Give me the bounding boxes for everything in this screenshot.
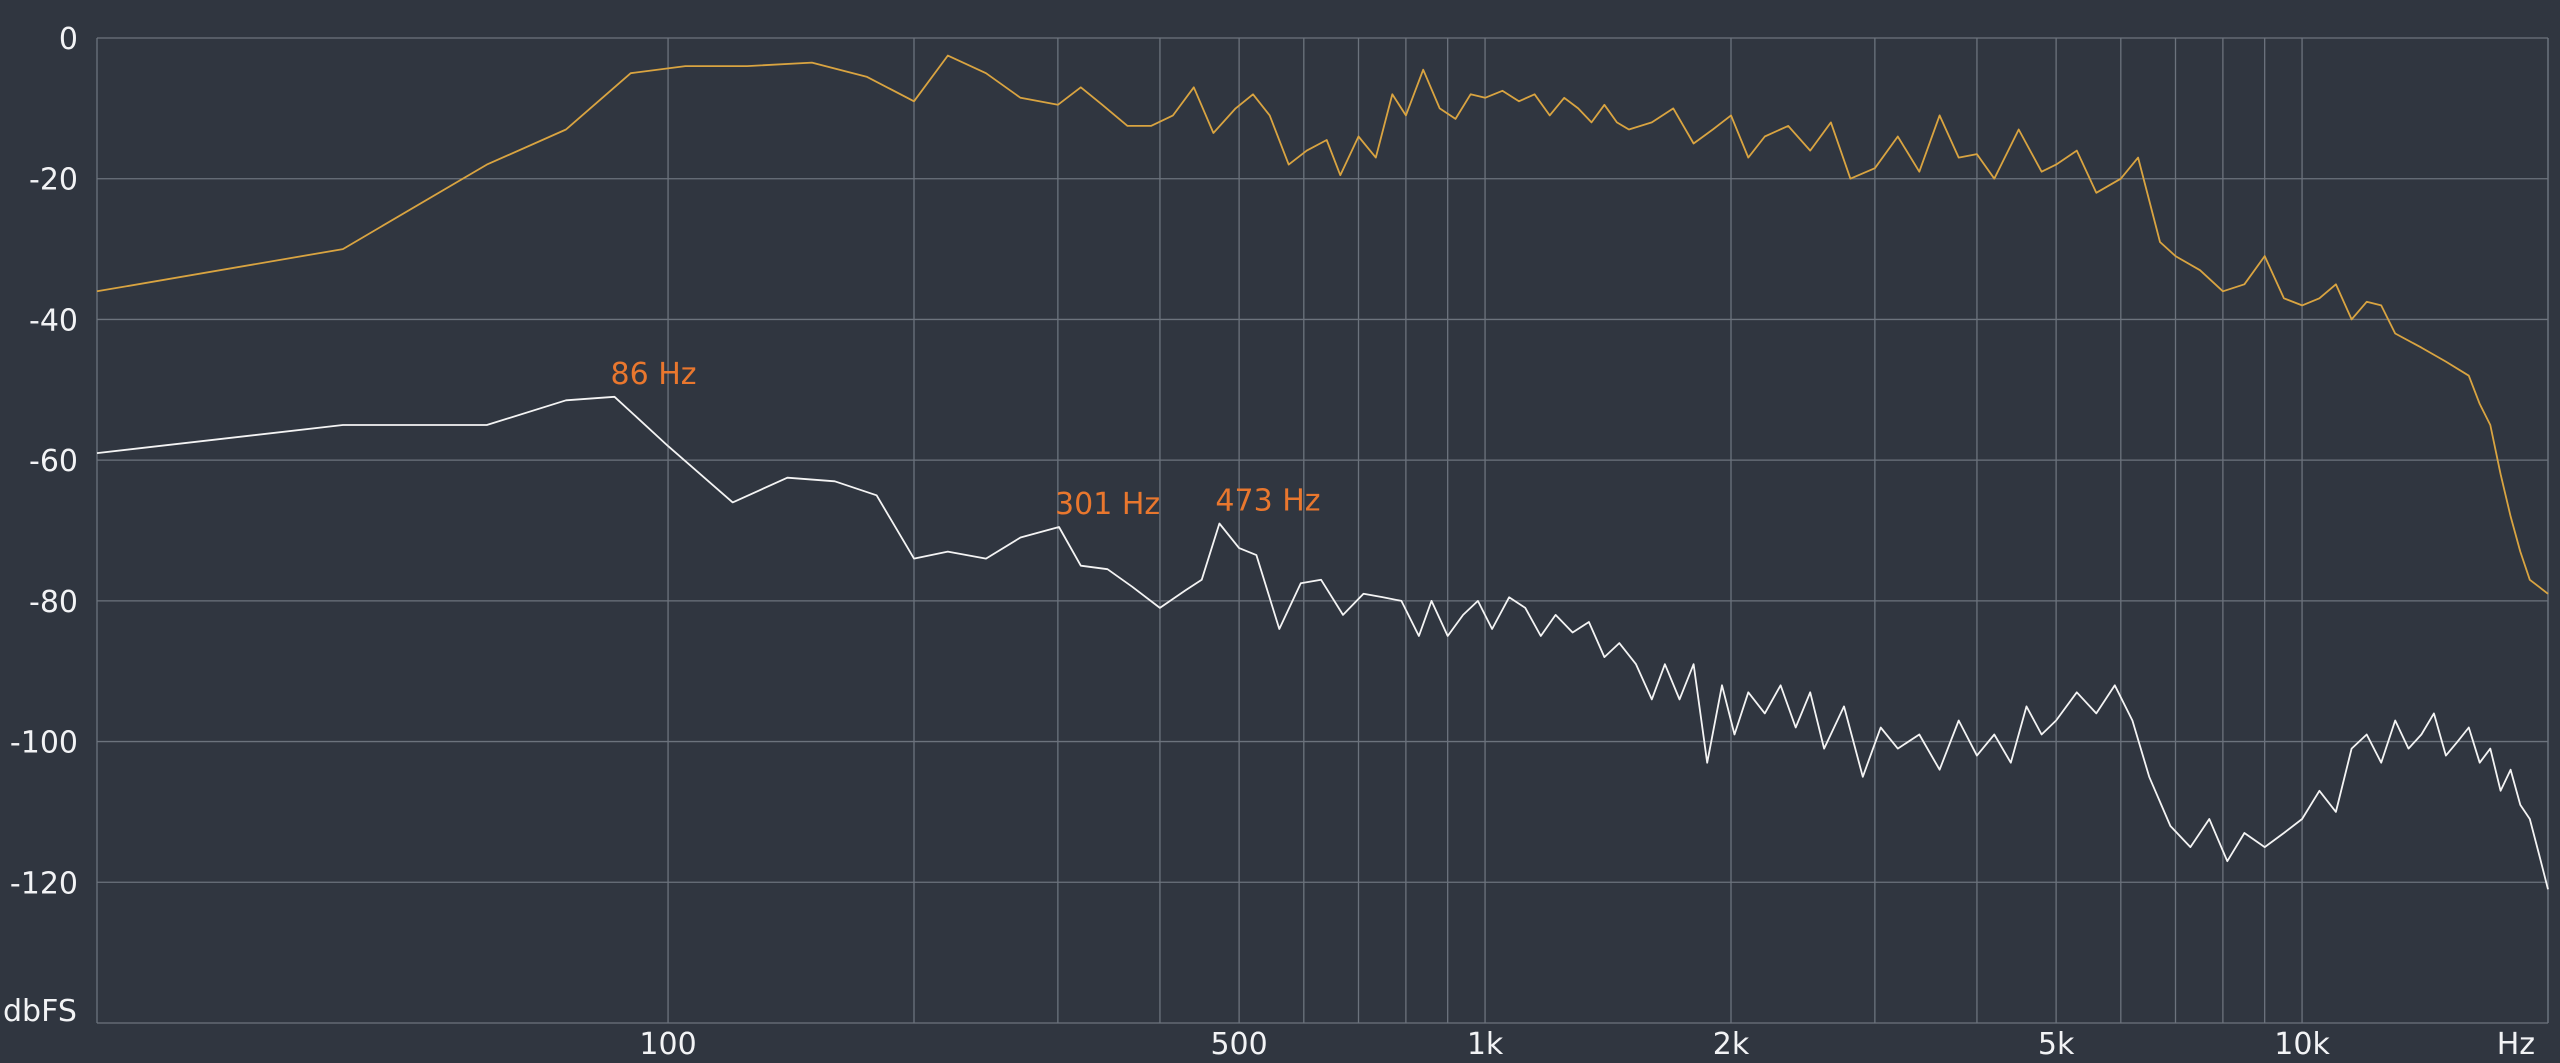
y-axis-unit-label: dbFS	[3, 994, 77, 1029]
y-tick-label: 0	[59, 22, 78, 57]
peak-annotations: 86 Hz 301 Hz 473 Hz	[611, 357, 1321, 522]
spectrum-traces	[96, 54, 2549, 890]
x-tick-label: 10k	[2274, 1027, 2330, 1062]
y-axis-labels: 0 -20 -40 -60 -80 -100 -120 dbFS	[3, 22, 78, 1029]
peak-label: 301 Hz	[1055, 487, 1160, 522]
series-line-2	[96, 395, 2549, 890]
x-tick-label: 500	[1210, 1027, 1267, 1062]
x-tick-label: 1k	[1467, 1027, 1504, 1062]
x-tick-label: 2k	[1713, 1027, 1750, 1062]
peak-label: 86 Hz	[611, 357, 697, 392]
x-axis-unit-label: Hz	[2497, 1027, 2535, 1062]
y-tick-label: -20	[29, 163, 78, 198]
x-tick-label: 5k	[2038, 1027, 2075, 1062]
x-tick-label: 100	[639, 1027, 696, 1062]
series-line-1	[96, 54, 2549, 595]
y-tick-label: -100	[10, 726, 78, 761]
y-tick-label: -80	[29, 585, 78, 620]
grid	[96, 37, 2549, 1024]
x-axis-labels: 100 500 1k 2k 5k 10k Hz	[639, 1027, 2535, 1062]
y-tick-label: -120	[10, 866, 78, 901]
y-tick-label: -40	[29, 303, 78, 338]
peak-label: 473 Hz	[1215, 483, 1320, 518]
y-tick-label: -60	[29, 444, 78, 479]
